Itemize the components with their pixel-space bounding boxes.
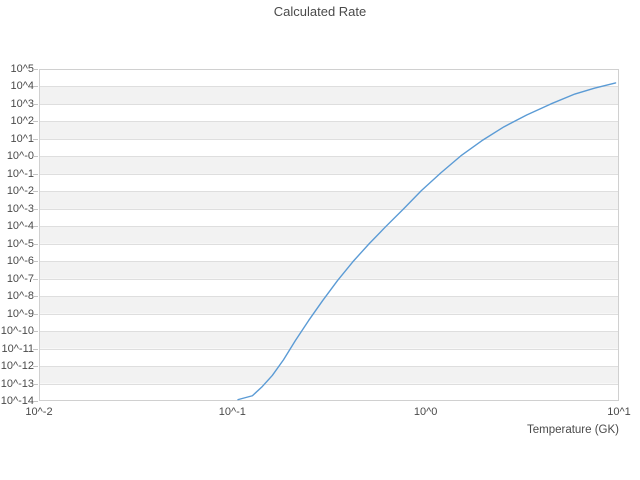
y-tick-mark — [33, 191, 38, 192]
y-tick-label: 10^3 — [10, 97, 34, 110]
decade-band — [39, 226, 619, 244]
y-tick-label: 10^5 — [10, 63, 34, 75]
y-tick-mark — [33, 366, 38, 367]
y-tick-mark — [33, 69, 38, 70]
y-tick-mark — [33, 121, 38, 122]
decade-band — [39, 191, 619, 209]
y-tick-label: 10^-11 — [1, 342, 34, 355]
decade-band — [39, 261, 619, 279]
x-tick-label: 10^0 — [413, 406, 438, 418]
y-tick-mark — [33, 349, 38, 350]
y-tick-label: 10^-13 — [0, 377, 34, 390]
plot-area — [39, 69, 619, 401]
plot-canvas — [39, 69, 619, 401]
y-tick-label: 10^-8 — [6, 290, 34, 303]
y-tick-mark — [33, 296, 38, 297]
y-tick-mark — [33, 331, 38, 332]
x-axis-title: Temperature (GK) — [526, 424, 619, 436]
y-tick-label: 10^-9 — [6, 307, 34, 320]
y-tick-label: 10^4 — [10, 80, 34, 93]
x-tick-label: 10^-2 — [25, 406, 53, 418]
y-tick-label: 10^-4 — [6, 220, 34, 233]
decade-band — [39, 156, 619, 174]
y-tick-label: 10^-0 — [6, 150, 34, 163]
y-tick-label: 10^-5 — [6, 237, 34, 250]
decade-band — [39, 331, 619, 349]
y-tick-mark — [33, 156, 38, 157]
y-tick-mark — [33, 139, 38, 140]
y-tick-label: 10^-14 — [0, 395, 34, 407]
y-tick-label: 10^1 — [10, 132, 34, 145]
y-tick-label: 10^-10 — [0, 325, 34, 338]
y-tick-label: 10^2 — [10, 115, 34, 128]
y-tick-label: 10^-12 — [0, 360, 34, 373]
decade-band — [39, 366, 619, 384]
y-tick-label: 10^-7 — [6, 272, 34, 285]
chart-title: Calculated Rate — [273, 4, 367, 19]
y-tick-label: 10^-3 — [6, 202, 34, 215]
y-tick-mark — [33, 314, 38, 315]
y-tick-mark — [33, 401, 38, 402]
y-tick-mark — [33, 244, 38, 245]
x-tick-label: 10^-1 — [218, 406, 246, 418]
y-tick-label: 10^-2 — [6, 185, 34, 198]
y-tick-mark — [33, 174, 38, 175]
x-tick-label: 10^1 — [607, 406, 631, 418]
y-tick-mark — [33, 209, 38, 210]
y-tick-mark — [33, 279, 38, 280]
plot-border — [39, 69, 619, 401]
y-tick-mark — [33, 86, 38, 87]
y-tick-label: 10^-6 — [6, 255, 34, 268]
y-tick-mark — [33, 384, 38, 385]
y-tick-mark — [33, 226, 38, 227]
decade-band — [39, 86, 619, 104]
y-tick-mark — [33, 104, 38, 105]
decade-band — [39, 121, 619, 139]
decade-band — [39, 296, 619, 314]
rate-curve — [237, 82, 617, 401]
y-tick-mark — [33, 261, 38, 262]
y-tick-label: 10^-1 — [6, 167, 34, 180]
